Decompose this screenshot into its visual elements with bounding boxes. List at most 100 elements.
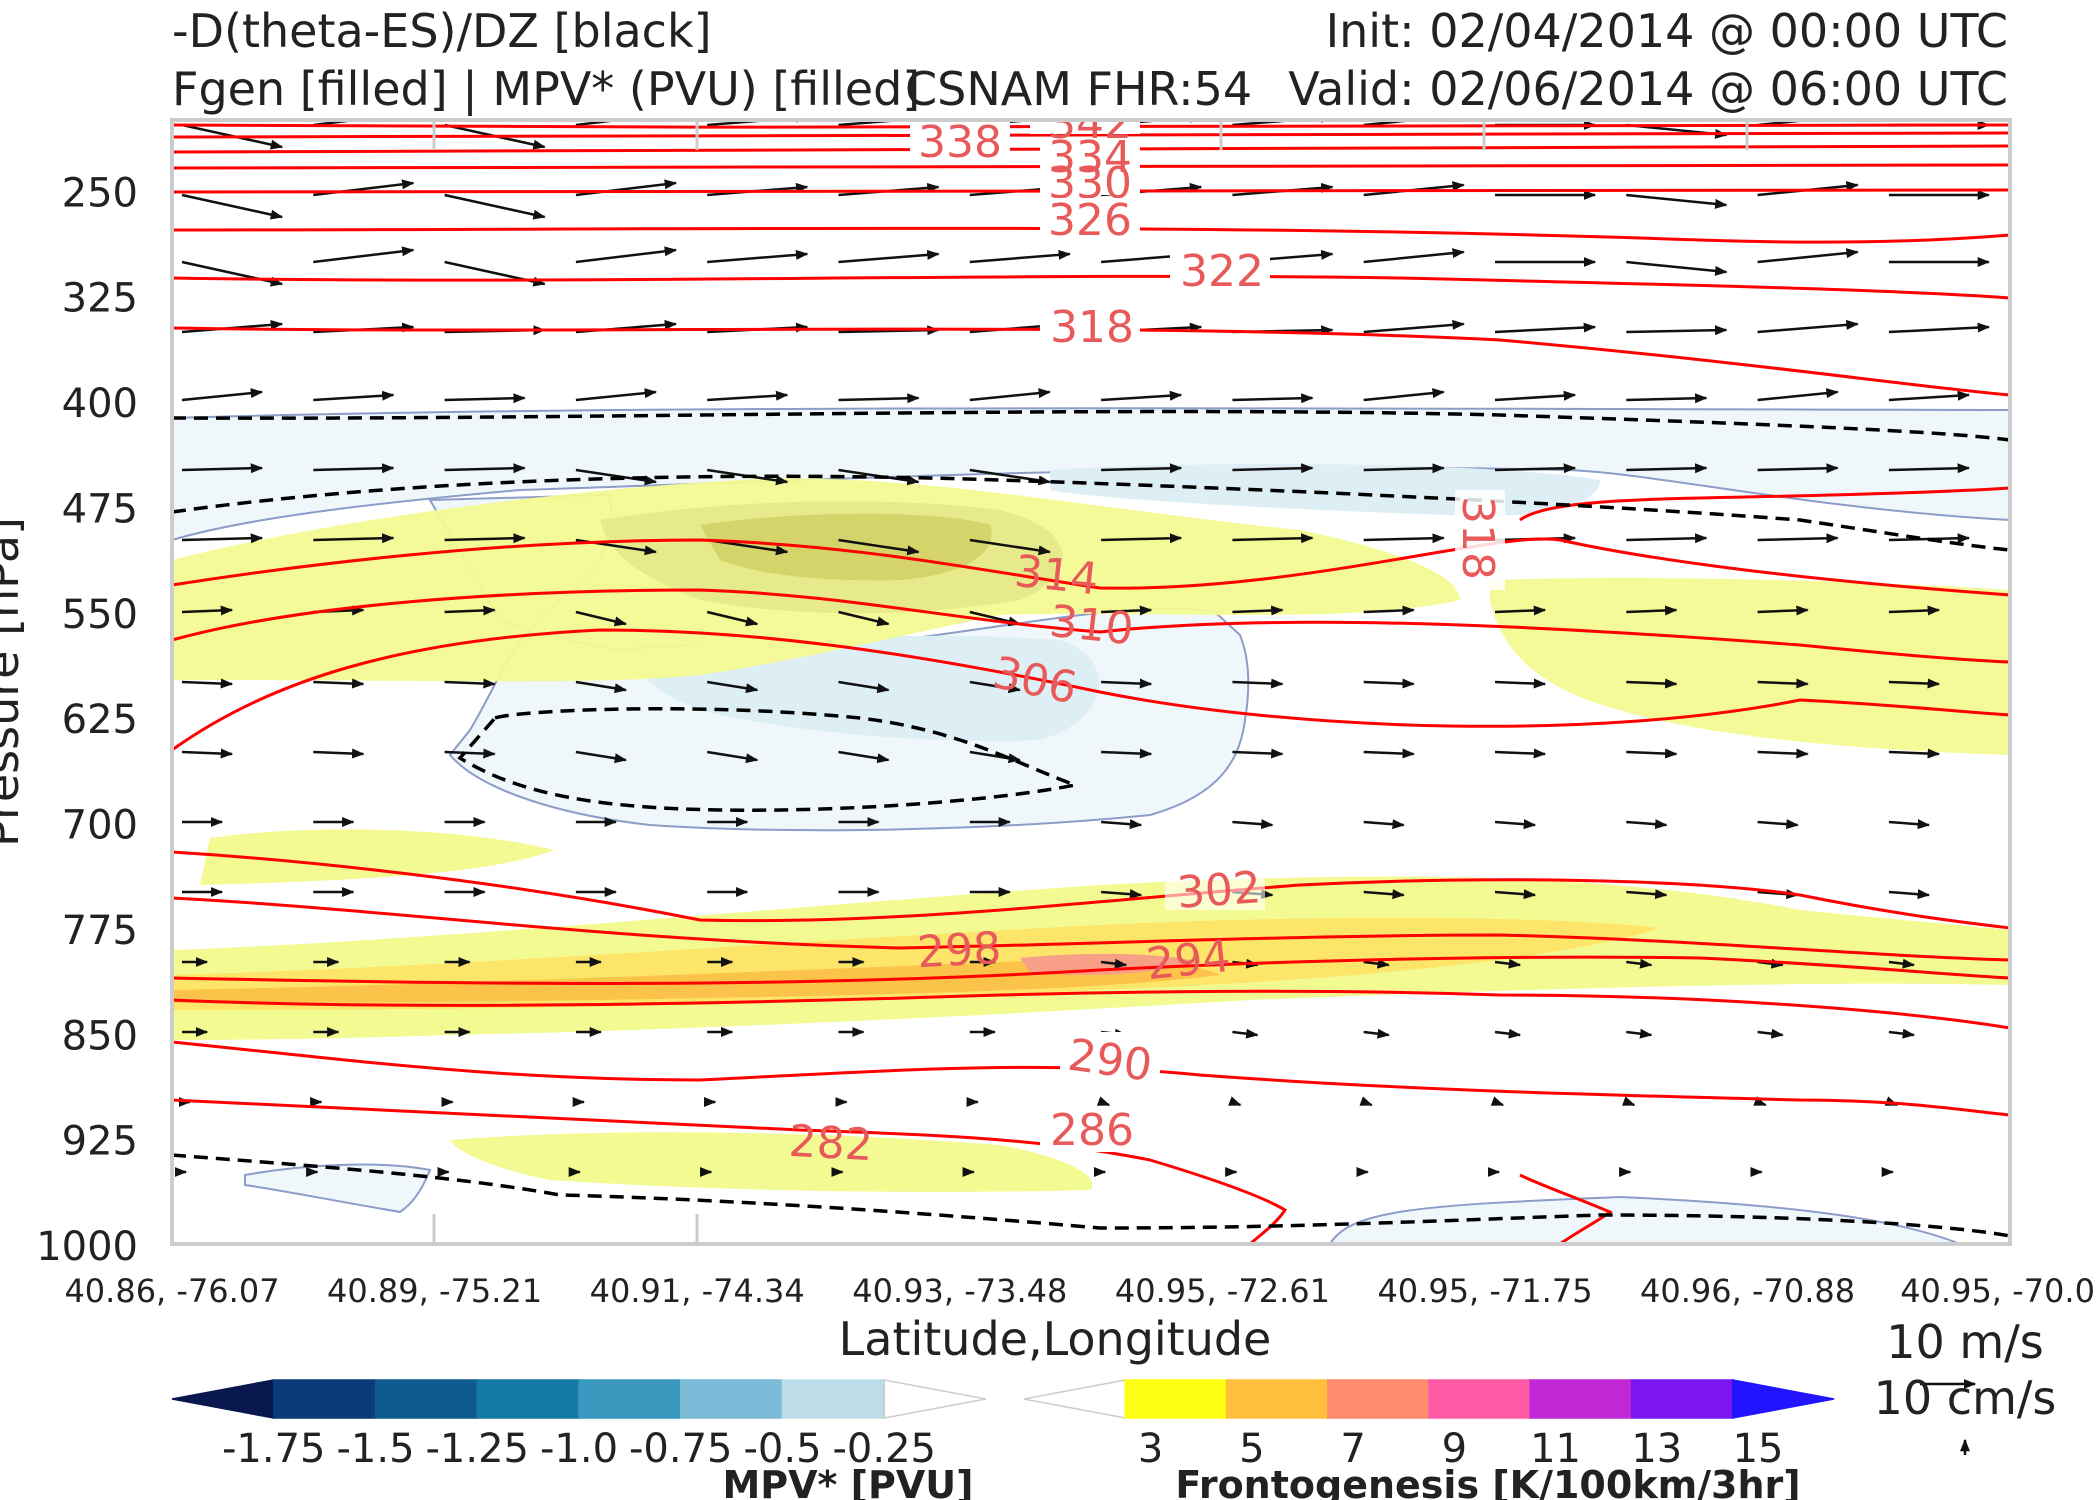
mpv-fill-lower-left	[244, 1163, 432, 1214]
fgen-fill-mid-right	[1490, 578, 2010, 755]
fgen-fill-low-core	[172, 959, 1220, 1003]
y-tick-label: 325	[62, 276, 138, 322]
colorbar-swatch	[273, 1379, 377, 1419]
wind-vector	[1100, 958, 1128, 969]
x-tick-label: 40.95, -71.75	[1377, 1272, 1592, 1310]
theta-contour	[172, 955, 2010, 985]
wind-vector	[1101, 390, 1183, 402]
colorbar-tick-label: -0.75	[629, 1426, 733, 1472]
mpv-fill-lower-right	[1328, 1195, 1961, 1244]
wind-vector	[575, 246, 678, 264]
wind-vector	[1363, 819, 1405, 830]
wind-vector	[1494, 605, 1547, 616]
theta-contour	[172, 274, 2010, 300]
wind-vector	[1626, 605, 1678, 616]
plot-area: 342 338 334 330 326 322 318 318 314 310 …	[172, 120, 2010, 1244]
wind-vector	[969, 249, 1072, 264]
wind-vector	[313, 533, 395, 544]
wind-reference-vertical: 10 cm/s	[1874, 1371, 2057, 1425]
theta-contour	[1519, 1173, 1613, 1244]
theta-label: 286	[1050, 1105, 1134, 1156]
wind-vector	[707, 680, 759, 694]
theta-contour	[172, 989, 2010, 1030]
wind-vector	[1363, 120, 1465, 127]
wind-vector	[1757, 319, 1859, 334]
theta-label: 314	[1012, 546, 1101, 605]
wind-vector	[1626, 463, 1708, 474]
title-line-1: -D(theta-ES)/DZ [black]	[172, 4, 712, 58]
fgen-fill-low-hot	[1020, 953, 1200, 975]
theta-contour	[172, 188, 2010, 195]
wind-vector	[1757, 463, 1839, 474]
wind-vector	[1232, 605, 1284, 616]
wind-vector	[1888, 605, 1941, 616]
theta-label: 294	[1144, 931, 1233, 990]
theta-label: 322	[1180, 246, 1264, 297]
wind-vector	[969, 538, 1052, 556]
theta-contour	[172, 326, 2010, 397]
mpv-colorbar-label: MPV* [PVU]	[722, 1463, 973, 1500]
colorbar-swatch	[1023, 1379, 1126, 1419]
wind-vector	[444, 193, 546, 220]
wind-vector	[1494, 322, 1597, 334]
colorbar-tick-label: 9	[1442, 1426, 1467, 1472]
y-tick-label: 250	[62, 170, 138, 216]
contour-labels: 342 338 334 330 326 322 318 318 314 310 …	[787, 120, 1505, 1171]
wind-vector	[1757, 248, 1859, 264]
wind-vector	[969, 388, 1052, 402]
wind-vector	[1626, 325, 1728, 336]
wind-vector	[181, 533, 264, 544]
x-axis-label: Latitude,Longitude	[839, 1312, 1272, 1366]
y-tick-label: 1000	[36, 1224, 138, 1270]
wind-vector	[1888, 678, 1941, 689]
theta-label: 290	[1065, 1030, 1155, 1092]
y-tick-label: 550	[62, 592, 138, 638]
colorbar-swatch	[781, 1379, 885, 1419]
wind-vector	[1101, 463, 1183, 474]
wind-vector	[1363, 605, 1415, 616]
theta-contour	[172, 896, 2010, 962]
colorbar-swatch	[1327, 1379, 1430, 1419]
wind-reference: 10 m/s 10 cm/s	[1874, 1315, 2057, 1455]
colorbar-swatch	[476, 1379, 580, 1419]
colorbar-swatch	[374, 1379, 478, 1419]
wind-vector	[969, 750, 1022, 764]
wind-vector	[444, 678, 496, 689]
wind-vector	[575, 680, 628, 694]
colorbar-tick-label: -1.5	[336, 1426, 414, 1472]
y-tick-label: 475	[62, 486, 138, 532]
fgen-fill-low-left	[200, 829, 555, 885]
fgen-fill-mid-core	[700, 513, 992, 581]
theta-contour	[172, 628, 2010, 752]
x-tick-label: 40.91, -74.34	[590, 1272, 805, 1310]
wind-vector	[575, 179, 678, 197]
wind-vector	[575, 468, 658, 486]
theta-contour	[172, 588, 2010, 664]
wind-vector	[838, 610, 890, 627]
fgen-fill-bottom	[450, 1132, 1093, 1192]
wind-vector	[313, 390, 395, 402]
wind-vector	[1101, 533, 1183, 544]
wind-vector	[1757, 533, 1839, 544]
wind-reference-horizontal: 10 m/s	[1886, 1315, 2043, 1369]
wind-vector	[1232, 533, 1314, 544]
x-tick-label: 40.86, -76.07	[64, 1272, 279, 1310]
wind-vector	[575, 120, 629, 127]
valid-time: Valid: 02/06/2014 @ 06:00 UTC	[1288, 62, 2008, 116]
colorbar-swatch	[1225, 1379, 1329, 1419]
wind-vector	[1363, 958, 1390, 969]
y-axis-label: Pressure [hPa]	[0, 517, 29, 847]
wind-vector	[838, 249, 940, 264]
mpv-fills	[172, 407, 2010, 1244]
wind-vector	[1494, 1028, 1522, 1039]
wind-vector	[1888, 322, 1991, 334]
stability-contour	[172, 474, 2010, 552]
wind-vector	[1626, 958, 1653, 969]
wind-vector	[1757, 678, 1809, 689]
wind-vector	[1757, 120, 1859, 127]
y-axis-ticks: 250 325 400 475 550 625 700 775 850 925 1000	[36, 170, 138, 1270]
plot-frame	[170, 118, 2012, 1246]
colorbar-tick-label: 15	[1733, 1426, 1784, 1472]
fgen-colorbar-label: Frontogenesis [K/100km/3hr]	[1175, 1463, 1800, 1500]
